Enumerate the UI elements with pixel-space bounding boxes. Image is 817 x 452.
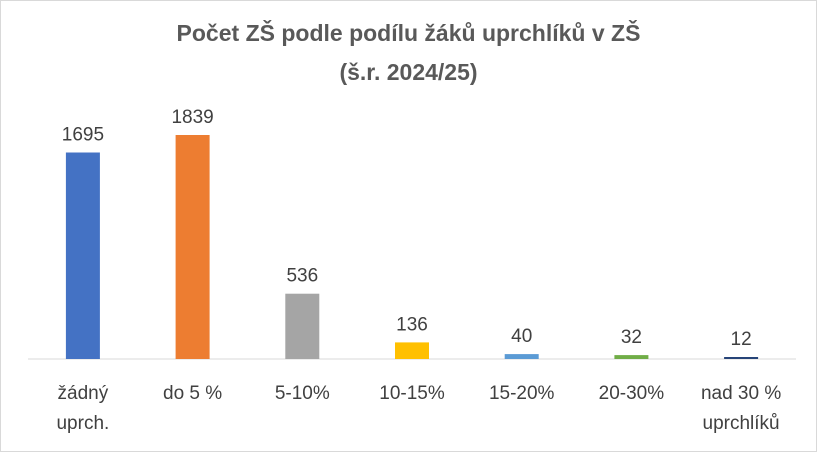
bar: [285, 293, 320, 359]
chart-title: Počet ZŠ podle podílu žáků uprchlíků v Z…: [176, 20, 641, 46]
bar: [395, 342, 429, 359]
x-tick-label: nad 30 %: [701, 383, 781, 404]
x-tick-label: uprch.: [56, 413, 109, 434]
x-tick-label: 10-15%: [379, 383, 445, 404]
x-tick-label: 15-20%: [489, 383, 555, 404]
bar: [504, 354, 539, 359]
data-label: 32: [621, 327, 642, 348]
data-label: 136: [396, 314, 428, 335]
data-label: 12: [731, 329, 752, 350]
x-tick-label: žádný: [58, 383, 109, 404]
x-tick-label: uprchlíků: [703, 413, 780, 434]
bar: [614, 355, 649, 359]
bars-layer: [65, 135, 759, 359]
x-tick-labels-layer: žádný uprch. do 5 % 5-10% 10-15% 15-20% 20-30%…: [56, 383, 781, 434]
data-label: 536: [286, 266, 318, 287]
x-tick-label: 5-10%: [275, 383, 330, 404]
bar: [175, 135, 210, 359]
x-tick-label: do 5 %: [163, 383, 222, 404]
data-label: 40: [511, 326, 532, 347]
bar: [724, 357, 759, 359]
bar: [65, 152, 100, 359]
x-tick-label: 20-30%: [599, 383, 665, 404]
data-labels-layer: 1695 1839 536 136 40 32 12: [62, 107, 752, 350]
chart-subtitle: (š.r. 2024/25): [339, 59, 478, 85]
data-label: 1839: [171, 107, 213, 128]
data-label: 1695: [62, 125, 104, 146]
